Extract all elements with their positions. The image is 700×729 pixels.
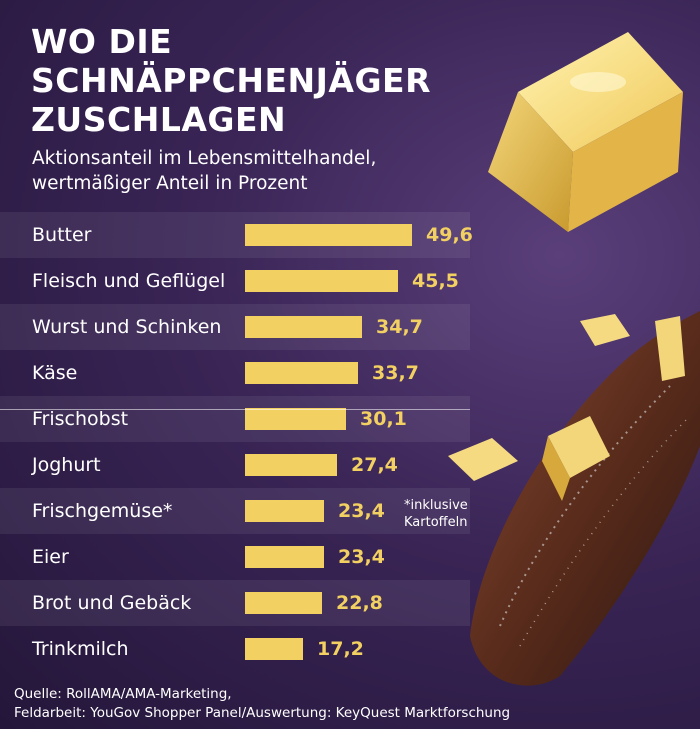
divider-line — [0, 409, 470, 410]
bar-row: Eier 23,4 — [0, 534, 470, 580]
category-label: Käse — [32, 362, 78, 384]
bar-row: Frischobst 30,1 — [0, 396, 470, 442]
source-line-2: Feldarbeit: YouGov Shopper Panel/Auswert… — [14, 705, 511, 721]
bar — [245, 638, 303, 660]
bar — [245, 362, 358, 384]
bar — [245, 408, 346, 430]
title-line-3: ZUSCHLAGEN — [31, 100, 287, 139]
bar-row: Wurst und Schinken 34,7 — [0, 304, 470, 350]
value-label: 22,8 — [336, 592, 383, 614]
bar — [245, 500, 324, 522]
footnote-line-2: Kartoffeln — [404, 515, 468, 530]
bar — [245, 224, 412, 246]
source-line-1: Quelle: RollAMA/AMA-Marketing, — [14, 686, 232, 702]
bar — [245, 454, 337, 476]
bar-row: Trinkmilch 17,2 — [0, 626, 470, 672]
bar-row: Käse 33,7 — [0, 350, 470, 396]
subtitle-line-2: wertmäßiger Anteil in Prozent — [32, 173, 308, 194]
bar-chart: Butter 49,6 Fleisch und Geflügel 45,5 Wurst … — [0, 212, 700, 672]
category-label: Trinkmilch — [32, 638, 129, 660]
value-label: 23,4 — [338, 546, 385, 568]
bar-row: Frischgemüse* 23,4 — [0, 488, 470, 534]
footnote-line-1: *inklusive — [404, 498, 468, 513]
bar-row: Fleisch und Geflügel 45,5 — [0, 258, 470, 304]
butter-block-icon — [488, 32, 683, 232]
subtitle-line-1: Aktionsanteil im Lebensmittelhandel, — [32, 148, 377, 169]
bar — [245, 546, 324, 568]
category-label: Butter — [32, 224, 92, 246]
category-label: Fleisch und Geflügel — [32, 270, 226, 292]
category-label: Wurst und Schinken — [32, 316, 222, 338]
title-line-1: WO DIE — [31, 22, 173, 61]
value-label: 17,2 — [317, 638, 364, 660]
subtitle: Aktionsanteil im Lebensmittelhandel, wer… — [32, 146, 376, 196]
value-label: 30,1 — [360, 408, 407, 430]
value-label: 34,7 — [376, 316, 423, 338]
bar-row: Brot und Gebäck 22,8 — [0, 580, 470, 626]
value-label: 33,7 — [372, 362, 419, 384]
bar — [245, 592, 322, 614]
value-label: 23,4 — [338, 500, 385, 522]
title-line-2: SCHNÄPPCHENJÄGER — [31, 61, 431, 100]
category-label: Frischgemüse* — [32, 500, 173, 522]
page-title: WO DIE SCHNÄPPCHENJÄGER ZUSCHLAGEN — [31, 22, 431, 139]
value-label: 27,4 — [351, 454, 398, 476]
footnote: *inklusive Kartoffeln — [404, 497, 468, 531]
category-label: Eier — [32, 546, 69, 568]
category-label: Joghurt — [32, 454, 101, 476]
bar-row: Joghurt 27,4 — [0, 442, 470, 488]
bar-row: Butter 49,6 — [0, 212, 473, 258]
source-note: Quelle: RollAMA/AMA-Marketing, Feldarbei… — [14, 685, 510, 723]
bar — [245, 270, 398, 292]
value-label: 45,5 — [412, 270, 459, 292]
bar — [245, 316, 362, 338]
category-label: Brot und Gebäck — [32, 592, 192, 614]
value-label: 49,6 — [426, 224, 473, 246]
category-label: Frischobst — [32, 408, 129, 430]
